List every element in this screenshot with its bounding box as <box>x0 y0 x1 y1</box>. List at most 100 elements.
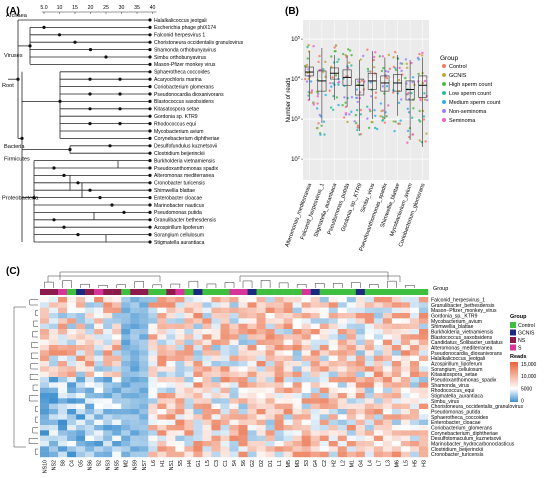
y-tick-label: 105 <box>291 35 301 44</box>
heatmap-cell <box>328 393 338 399</box>
heatmap-cell <box>247 398 257 404</box>
data-point <box>359 133 363 136</box>
heatmap-cell <box>391 339 402 346</box>
heatmap-cell <box>274 334 284 340</box>
group-bar-cell <box>94 289 104 295</box>
heatmap-cell <box>346 425 357 431</box>
heatmap-cell <box>58 393 68 399</box>
heatmap-cell <box>256 382 266 388</box>
heatmap-cell <box>76 451 86 458</box>
heatmap-cell <box>130 329 140 335</box>
heatmap-cell <box>211 350 221 356</box>
dendrogram-branch <box>333 283 343 288</box>
heatmap-cell <box>103 451 113 458</box>
heatmap-cell <box>292 307 302 314</box>
dendrogram-branch <box>44 281 54 288</box>
heatmap-cell <box>364 371 375 378</box>
row-dendrogram-branch <box>29 395 38 402</box>
heatmap-cell <box>328 329 338 335</box>
group-bar-cell <box>58 289 68 295</box>
heatmap-cell <box>85 366 95 372</box>
data-point <box>344 101 347 104</box>
heatmap-cell <box>166 329 176 335</box>
heatmap-cell <box>175 409 185 415</box>
heatmap-cell <box>373 398 384 404</box>
data-point <box>391 91 395 94</box>
heatmap-cell <box>49 329 59 335</box>
heatmap-cell <box>292 345 302 351</box>
heatmap-cell <box>157 414 167 420</box>
heatmap-cell <box>148 403 158 410</box>
heatmap-cell <box>346 393 357 399</box>
heatmap-cell <box>310 377 320 383</box>
heatmap-cell <box>274 435 284 442</box>
heatmap-cell <box>49 425 59 431</box>
heatmap-cell <box>238 382 248 388</box>
data-point <box>342 116 346 119</box>
heatmap-cell <box>310 387 320 394</box>
heatmap-cell <box>346 409 357 415</box>
heatmap-cell <box>211 297 221 303</box>
heatmap-cell <box>193 350 203 356</box>
heatmap-cell <box>283 318 293 324</box>
reads-legend-title: Reads <box>510 354 527 360</box>
heatmap-cell <box>364 451 375 458</box>
heatmap-cell <box>94 430 104 436</box>
data-point <box>373 55 376 59</box>
heatmap-cell <box>265 382 275 388</box>
heatmap-legends: Group Reads ControlGCNISNSS15,00010,0005… <box>510 314 537 405</box>
heatmap-cell <box>418 441 429 447</box>
legend-swatch <box>442 91 446 95</box>
heatmap-cell <box>94 334 104 340</box>
heatmap-cell <box>418 366 429 372</box>
heatmap-cell <box>202 345 212 351</box>
heatmap-cell <box>49 345 59 351</box>
heatmap-cell <box>292 350 302 356</box>
heatmap-cell <box>373 323 384 330</box>
heatmap-cell <box>139 409 149 415</box>
data-point <box>400 98 403 101</box>
heatmap-cell <box>319 430 329 436</box>
group-legend-label: S <box>518 346 522 352</box>
heatmap-cell <box>139 318 149 324</box>
heatmap-cell <box>103 350 113 356</box>
heatmap-cell <box>283 451 293 458</box>
heatmap-cell <box>229 425 239 431</box>
heatmap-cell <box>346 307 357 314</box>
heatmap-cell <box>103 339 113 346</box>
row-dendrogram-branch <box>35 310 38 316</box>
heatmap-cell <box>247 323 257 330</box>
group-legend-swatch <box>510 322 516 328</box>
data-point <box>405 93 409 96</box>
heatmap-cell <box>310 419 320 426</box>
heatmap-cell <box>274 355 284 362</box>
heatmap-cell <box>400 377 411 383</box>
heatmap-cell <box>58 430 68 436</box>
heatmap-cell <box>328 350 338 356</box>
tree-node <box>148 40 152 44</box>
heatmap-cell <box>184 425 194 431</box>
heatmap-cell <box>364 393 375 399</box>
heatmap-cell <box>409 414 420 420</box>
heatmap-cell <box>148 339 158 346</box>
heatmap-cell <box>265 307 275 314</box>
dendrogram-branch <box>278 282 289 288</box>
heatmap-cell <box>202 403 212 410</box>
row-dendrogram-branch <box>32 331 38 338</box>
heatmap-cell <box>166 435 176 442</box>
heatmap-column-label: L4 <box>367 460 373 466</box>
heatmap-cell <box>310 446 320 452</box>
heatmap-cell <box>364 307 375 314</box>
heatmap-cell <box>202 409 212 415</box>
data-point <box>359 108 363 112</box>
heatmap-cell <box>148 334 158 340</box>
heatmap-cell <box>76 366 86 372</box>
heatmap-cell <box>328 435 338 442</box>
heatmap-cell <box>256 329 266 335</box>
heatmap-cell <box>229 371 239 378</box>
tree-node <box>118 77 122 81</box>
tree-node <box>148 159 152 163</box>
heatmap-cell <box>265 414 275 420</box>
heatmap-cell <box>301 355 311 362</box>
heatmap-cell <box>292 355 302 362</box>
